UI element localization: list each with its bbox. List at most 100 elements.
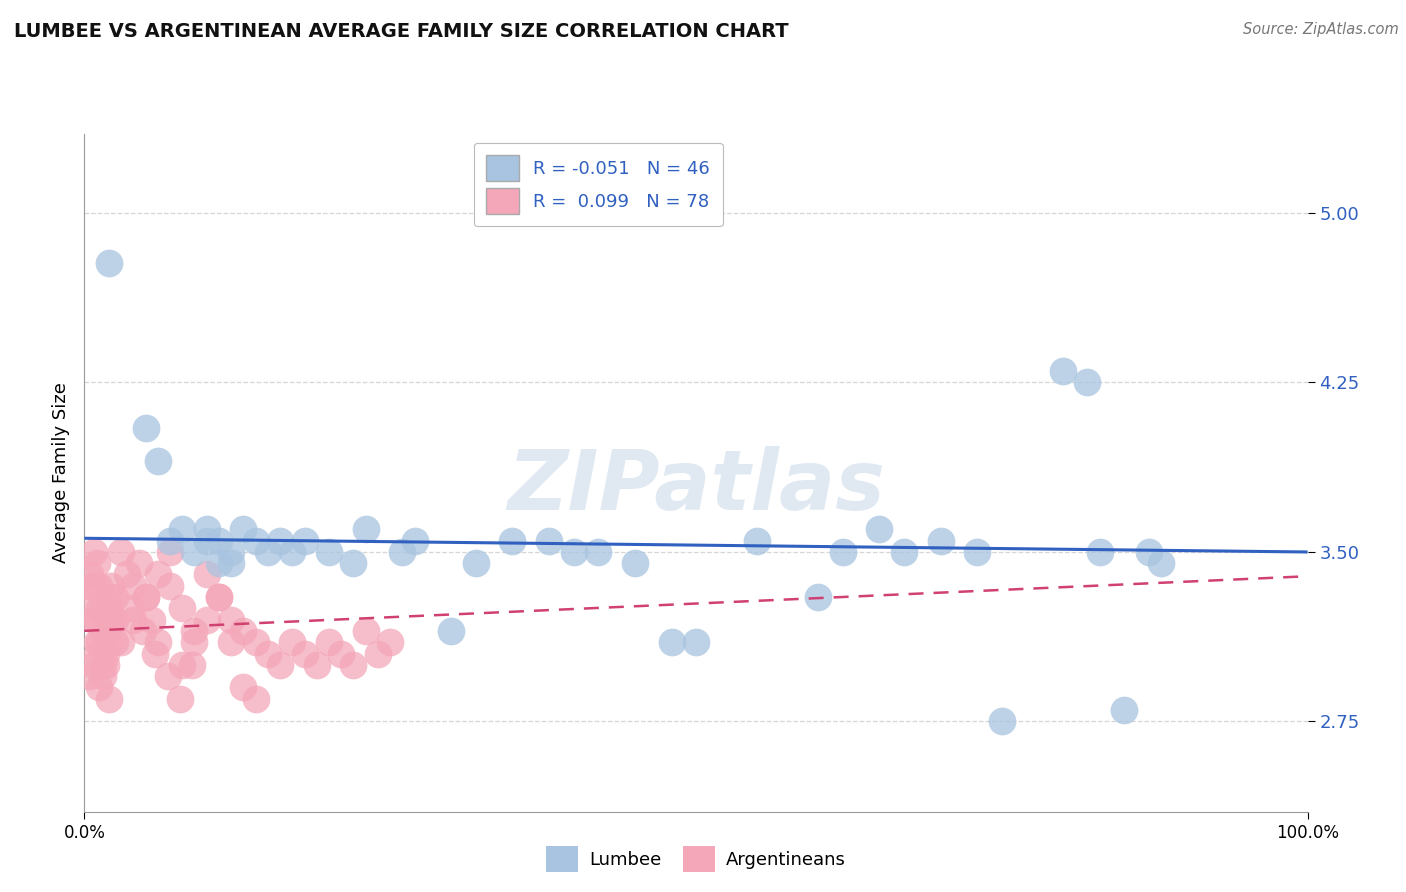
- Point: [354, 624, 377, 638]
- Point: [104, 635, 127, 649]
- Point: [115, 567, 138, 582]
- Point: [122, 613, 145, 627]
- Point: [294, 647, 316, 661]
- Point: [318, 545, 340, 559]
- Point: [269, 657, 291, 672]
- Point: [966, 545, 988, 559]
- Y-axis label: Average Family Size: Average Family Size: [52, 383, 70, 563]
- Point: [893, 545, 915, 559]
- Point: [156, 669, 179, 683]
- Point: [1088, 545, 1111, 559]
- Point: [747, 533, 769, 548]
- Point: [86, 635, 108, 649]
- Point: [294, 533, 316, 548]
- Point: [208, 556, 231, 570]
- Point: [83, 579, 105, 593]
- Point: [87, 579, 110, 593]
- Point: [195, 613, 218, 627]
- Point: [104, 613, 127, 627]
- Point: [132, 624, 155, 638]
- Point: [146, 454, 169, 468]
- Point: [245, 635, 267, 649]
- Point: [342, 556, 364, 570]
- Point: [1052, 364, 1074, 378]
- Point: [219, 613, 242, 627]
- Point: [97, 691, 120, 706]
- Point: [181, 657, 204, 672]
- Point: [232, 681, 254, 695]
- Point: [464, 556, 486, 570]
- Point: [1076, 376, 1098, 390]
- Point: [97, 601, 120, 615]
- Point: [159, 579, 181, 593]
- Point: [141, 613, 163, 627]
- Point: [91, 669, 114, 683]
- Point: [1150, 556, 1173, 570]
- Point: [87, 601, 110, 615]
- Point: [159, 533, 181, 548]
- Text: ZIPatlas: ZIPatlas: [508, 446, 884, 527]
- Point: [87, 681, 110, 695]
- Point: [97, 635, 120, 649]
- Point: [135, 590, 157, 604]
- Point: [91, 657, 114, 672]
- Point: [97, 255, 120, 269]
- Point: [929, 533, 952, 548]
- Point: [83, 657, 105, 672]
- Point: [135, 590, 157, 604]
- Point: [183, 624, 205, 638]
- Point: [143, 647, 166, 661]
- Point: [281, 635, 304, 649]
- Point: [208, 590, 231, 604]
- Legend: Lumbee, Argentineans: Lumbee, Argentineans: [537, 837, 855, 880]
- Point: [110, 545, 132, 559]
- Point: [172, 522, 194, 536]
- Point: [257, 647, 280, 661]
- Point: [122, 579, 145, 593]
- Point: [172, 601, 194, 615]
- Point: [146, 567, 169, 582]
- Point: [110, 635, 132, 649]
- Point: [219, 556, 242, 570]
- Point: [96, 624, 118, 638]
- Point: [135, 420, 157, 434]
- Point: [195, 533, 218, 548]
- Point: [195, 522, 218, 536]
- Point: [159, 545, 181, 559]
- Point: [1114, 703, 1136, 717]
- Point: [100, 613, 122, 627]
- Point: [501, 533, 523, 548]
- Point: [586, 545, 609, 559]
- Point: [86, 647, 108, 661]
- Point: [538, 533, 561, 548]
- Point: [146, 635, 169, 649]
- Point: [79, 579, 101, 593]
- Point: [100, 579, 122, 593]
- Point: [624, 556, 647, 570]
- Point: [281, 545, 304, 559]
- Point: [232, 624, 254, 638]
- Point: [330, 647, 353, 661]
- Point: [195, 567, 218, 582]
- Point: [807, 590, 830, 604]
- Point: [391, 545, 413, 559]
- Point: [183, 545, 205, 559]
- Point: [86, 556, 108, 570]
- Point: [86, 613, 108, 627]
- Point: [172, 657, 194, 672]
- Point: [342, 657, 364, 672]
- Point: [269, 533, 291, 548]
- Point: [104, 590, 127, 604]
- Point: [219, 635, 242, 649]
- Point: [354, 522, 377, 536]
- Point: [96, 647, 118, 661]
- Point: [685, 635, 707, 649]
- Point: [83, 613, 105, 627]
- Point: [97, 590, 120, 604]
- Point: [91, 624, 114, 638]
- Point: [245, 533, 267, 548]
- Point: [91, 601, 114, 615]
- Point: [96, 657, 118, 672]
- Point: [404, 533, 426, 548]
- Point: [208, 533, 231, 548]
